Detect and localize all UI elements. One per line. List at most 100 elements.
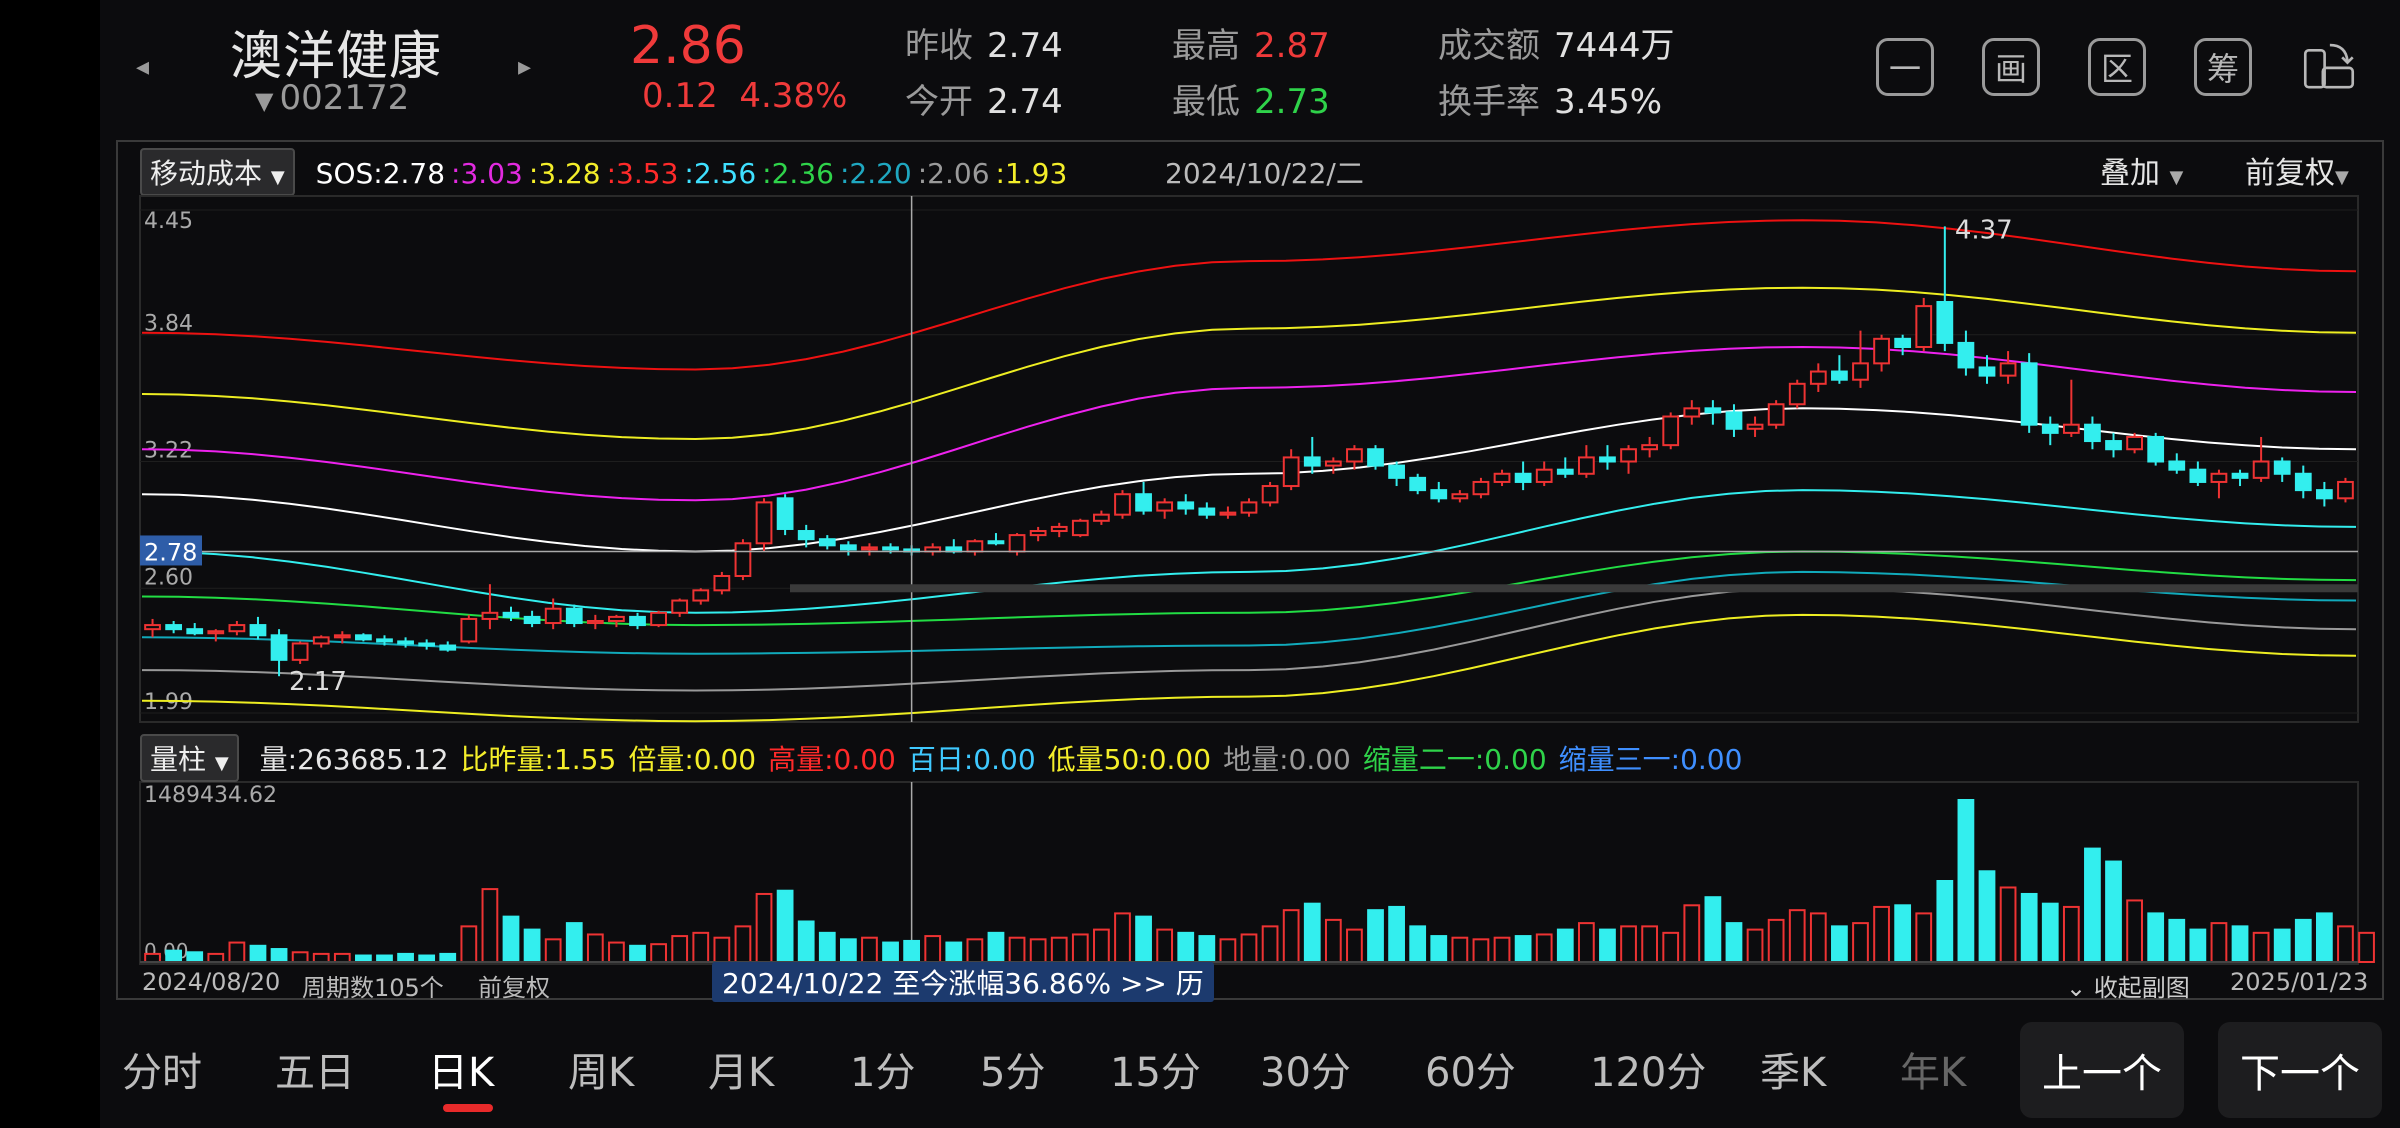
candle-body bbox=[1451, 493, 1469, 500]
candle-body bbox=[797, 530, 815, 541]
caret-down-icon: ▼ bbox=[270, 167, 285, 188]
volume-bar bbox=[312, 952, 330, 964]
stock-code[interactable]: ▼ 002172 bbox=[255, 78, 409, 118]
tool-chips-button[interactable]: 筹 bbox=[2194, 38, 2252, 96]
tab-8[interactable]: 30分 bbox=[1260, 1050, 1351, 1096]
candle-body bbox=[2294, 472, 2312, 492]
max-price-label: 4.37 bbox=[1955, 215, 2013, 245]
volume-bar bbox=[818, 931, 836, 964]
turnover-value: 7444万 bbox=[1554, 26, 1675, 66]
candle-body bbox=[502, 611, 520, 618]
candle-body bbox=[2020, 362, 2038, 426]
change-amount: 0.12 bbox=[642, 76, 718, 116]
volume-bar bbox=[1852, 922, 1869, 963]
volume-legend-3: 高量:0.00 bbox=[768, 743, 896, 776]
app-screen: ◂ 澳洋健康 ▸ ▼ 002172 2.86 0.12 4.38% 昨收 2.74 … bbox=[100, 0, 2400, 1128]
tab-7[interactable]: 15分 bbox=[1110, 1050, 1201, 1096]
volume-dropdown[interactable]: 量柱 ▼ bbox=[140, 734, 239, 782]
volume-bar bbox=[1978, 870, 1996, 964]
low-value: 2.73 bbox=[1254, 82, 1330, 122]
volume-bar bbox=[2020, 892, 2038, 964]
tab-10[interactable]: 120分 bbox=[1590, 1050, 1707, 1096]
tab-9[interactable]: 60分 bbox=[1425, 1050, 1516, 1096]
candle-body bbox=[1346, 448, 1363, 463]
volume-bar bbox=[1936, 880, 1954, 963]
turnover-label: 成交额 bbox=[1438, 26, 1540, 66]
volume-bar bbox=[1177, 931, 1195, 964]
volume-bar bbox=[1788, 909, 1806, 963]
price-band bbox=[790, 584, 2358, 593]
sos-value-2: :3.28 bbox=[528, 157, 601, 190]
rotate-screen-button[interactable] bbox=[2300, 38, 2358, 96]
volume-bar bbox=[776, 889, 794, 963]
candle-body bbox=[1704, 407, 1722, 414]
tab-11[interactable]: 季K bbox=[1760, 1050, 1827, 1096]
candle-body bbox=[1894, 337, 1912, 348]
volume-bar bbox=[2062, 905, 2080, 963]
candle-body bbox=[1936, 301, 1954, 344]
overlay-dropdown[interactable]: 叠加 ▼ bbox=[2100, 148, 2183, 192]
tab-5[interactable]: 1分 bbox=[850, 1050, 916, 1096]
candle-body bbox=[1873, 337, 1890, 365]
prev-button[interactable]: 上一个 bbox=[2020, 1022, 2184, 1118]
volume-bar bbox=[2294, 918, 2312, 964]
candle-body bbox=[1535, 468, 1553, 483]
candle-body bbox=[692, 589, 710, 602]
volume-panel-border bbox=[139, 781, 2359, 965]
volume-max-tick: 1489434.62 bbox=[144, 783, 277, 808]
volume-bar bbox=[565, 922, 583, 963]
tool-range-button[interactable]: 区 bbox=[2088, 38, 2146, 96]
tab-6[interactable]: 5分 bbox=[980, 1050, 1046, 1096]
tab-1[interactable]: 五日 bbox=[275, 1050, 355, 1096]
prev-stock-arrow-icon[interactable]: ◂ bbox=[136, 52, 150, 82]
tab-12[interactable]: 年K bbox=[1900, 1050, 1967, 1096]
moving-cost-line-6 bbox=[141, 570, 2357, 655]
candle-body bbox=[1008, 534, 1026, 553]
tool-draw-button[interactable]: 画 bbox=[1982, 38, 2040, 96]
candle-body bbox=[2315, 489, 2333, 500]
volume-bar bbox=[1029, 938, 1047, 964]
volume-bar bbox=[1346, 928, 1363, 963]
low-label: 最低 bbox=[1172, 82, 1240, 122]
footer-adjust: 前复权 bbox=[478, 974, 550, 1002]
tool-line-button[interactable]: 一 bbox=[1876, 38, 1934, 96]
volume-legend-7: 缩量二一:0.00 bbox=[1362, 743, 1547, 776]
volume-bar bbox=[839, 938, 857, 964]
candle-body bbox=[1050, 525, 1068, 533]
volume-bar bbox=[460, 925, 478, 963]
sos-value-3: :3.53 bbox=[606, 157, 679, 190]
sos-value-1: :3.03 bbox=[451, 157, 523, 190]
volume-bar bbox=[1662, 931, 1680, 964]
volume-legend-values: 量:263685.12 比昨量:1.55 倍量:0.00 高量:0.00 百日:0.00… bbox=[248, 743, 1743, 776]
volume-bar bbox=[861, 936, 878, 964]
caret-down-icon: ▼ bbox=[2169, 167, 2184, 188]
high-label: 最高 bbox=[1172, 26, 1240, 66]
volume-bar bbox=[1156, 928, 1174, 963]
candle-body bbox=[2105, 440, 2122, 451]
collapse-subchart[interactable]: ⌄ 收起副图 bbox=[2066, 968, 2190, 1003]
volume-bar bbox=[291, 951, 309, 964]
tab-0[interactable]: 分时 bbox=[122, 1050, 202, 1096]
volume-bar bbox=[1535, 933, 1553, 964]
volume-bar bbox=[1514, 935, 1532, 964]
tab-2[interactable]: 日K bbox=[428, 1050, 495, 1096]
prev-close-value: 2.74 bbox=[987, 26, 1063, 66]
adjust-dropdown[interactable]: 前复权▼ bbox=[2245, 148, 2349, 192]
sos-values: 2.78:3.03:3.28:3.53:2.56:2.36:2.20:2.06:… bbox=[383, 157, 1074, 190]
sos-value-4: :2.56 bbox=[684, 157, 757, 190]
range-banner[interactable]: 2024/10/22 至今涨幅36.86% >> 历 bbox=[712, 962, 1214, 1002]
volume-bar bbox=[1577, 922, 1595, 963]
volume-bar bbox=[270, 948, 288, 963]
moving-cost-line-0 bbox=[141, 219, 2357, 371]
tab-3[interactable]: 周K bbox=[568, 1050, 635, 1096]
kline-chart[interactable]: 4.453.843.222.601.992.784.372.171489434.… bbox=[100, 0, 2400, 1010]
volume-bar bbox=[734, 925, 752, 963]
next-stock-arrow-icon[interactable]: ▸ bbox=[518, 52, 532, 82]
candle-body bbox=[481, 611, 499, 620]
next-button[interactable]: 下一个 bbox=[2218, 1022, 2382, 1118]
candle-body bbox=[1852, 362, 1869, 381]
volume-bar bbox=[1999, 886, 2017, 963]
candle-body bbox=[1324, 460, 1342, 467]
tab-4[interactable]: 月K bbox=[708, 1050, 775, 1096]
candle-body bbox=[2189, 468, 2207, 483]
